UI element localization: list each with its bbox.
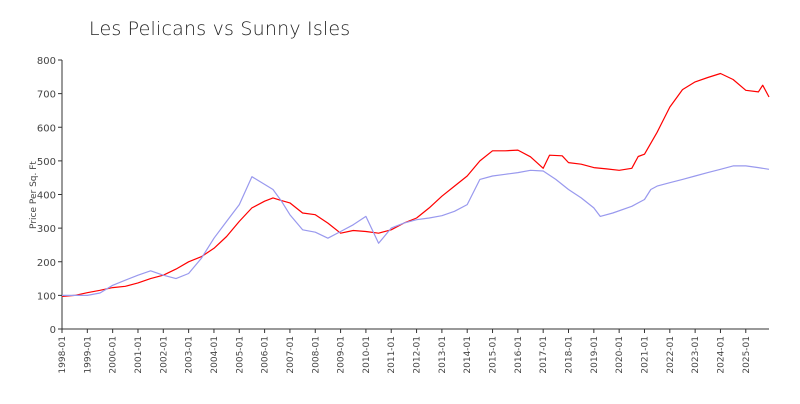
- y-tick-label: 0: [50, 325, 56, 336]
- x-tick-label: 2023-01: [691, 336, 701, 374]
- series-layer: [61, 72, 770, 297]
- x-tick-label: 2009-01: [337, 336, 347, 374]
- y-tick-label: 600: [37, 123, 56, 134]
- y-axis-label: Price Per Sq. Ft: [29, 161, 39, 229]
- x-tick-label: 2007-01: [286, 336, 296, 374]
- x-tick-label: 2010-01: [362, 336, 372, 374]
- x-tick-label: 2024-01: [716, 336, 726, 374]
- x-tick-label: 2013-01: [438, 336, 448, 374]
- x-tick-label: 2014-01: [463, 336, 473, 374]
- x-tick-label: 1999-01: [83, 336, 93, 374]
- x-tick-label: 2002-01: [159, 336, 169, 374]
- x-tick-label: 2000-01: [109, 336, 119, 374]
- x-tick-label: 2019-01: [590, 336, 600, 374]
- y-tick-label: 500: [37, 157, 56, 168]
- x-tick-label: 2006-01: [261, 336, 271, 374]
- x-tick-label: 2025-01: [742, 336, 752, 374]
- x-tick-label: 2022-01: [666, 336, 676, 374]
- x-tick-label: 2012-01: [413, 336, 423, 374]
- x-tick-label: 2004-01: [210, 336, 220, 374]
- x-tick-label: 2005-01: [235, 336, 245, 374]
- x-tick-label: 2018-01: [565, 336, 575, 374]
- series-line-2: [62, 165, 770, 296]
- x-tick-label: 2017-01: [539, 336, 549, 374]
- y-tick-label: 700: [37, 90, 56, 101]
- y-tick-label: 100: [37, 291, 56, 302]
- x-tick-label: 1998-01: [58, 336, 68, 374]
- axes: 0 100 200 300 400 500 600 700 800 1998-01 1999-01 2…: [37, 56, 769, 374]
- x-tick-label: 2015-01: [489, 336, 499, 374]
- x-tick-label: 2011-01: [387, 336, 397, 374]
- x-tick-label: 2008-01: [311, 336, 321, 374]
- chart-title: Les Pelicans vs Sunny Isles: [89, 18, 351, 40]
- x-tick-label: 2016-01: [514, 336, 524, 374]
- y-tick-label: 400: [37, 191, 56, 202]
- x-tick-label: 2001-01: [134, 336, 144, 374]
- x-tick-label: 2020-01: [615, 336, 625, 374]
- y-tick-label: 200: [37, 258, 56, 269]
- y-tick-label: 800: [37, 56, 56, 67]
- x-tick-label: 2003-01: [185, 336, 195, 374]
- y-tick-label: 300: [37, 224, 56, 235]
- series-line-1: [61, 72, 770, 297]
- x-tick-label: 2021-01: [640, 336, 650, 374]
